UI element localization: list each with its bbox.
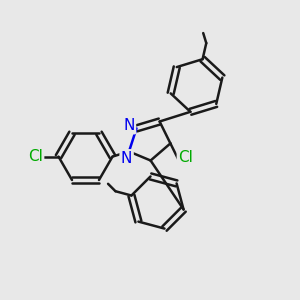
Text: N: N [121,151,132,166]
Text: Cl: Cl [28,149,43,164]
Text: N: N [123,118,135,133]
Text: Cl: Cl [178,150,193,165]
